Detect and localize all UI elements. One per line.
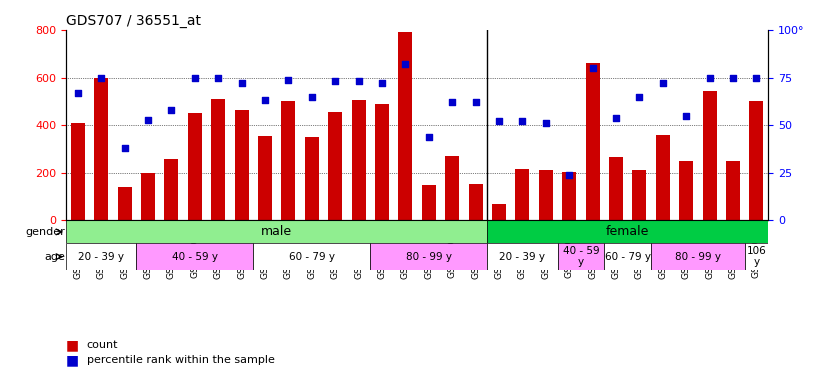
Point [259, 98, 272, 104]
Point [71, 90, 84, 96]
Bar [656, 135, 670, 220]
Bar [328, 112, 342, 220]
Bar [258, 136, 272, 220]
Text: 80 - 99 y: 80 - 99 y [406, 252, 452, 262]
FancyBboxPatch shape [370, 243, 487, 270]
Bar [703, 91, 717, 220]
Point [141, 117, 154, 123]
Point [703, 75, 716, 81]
Point [282, 76, 295, 82]
Bar [164, 159, 178, 220]
Text: gender: gender [25, 227, 65, 237]
Point [446, 99, 459, 105]
Text: GDS707 / 36551_at: GDS707 / 36551_at [66, 13, 201, 28]
Bar [235, 110, 249, 220]
Point [656, 80, 669, 86]
Text: 80 - 99 y: 80 - 99 y [675, 252, 721, 262]
Bar [71, 123, 85, 220]
Point [352, 78, 365, 84]
Point [586, 65, 600, 71]
Point [539, 120, 553, 126]
Text: ■: ■ [66, 338, 79, 352]
FancyBboxPatch shape [651, 243, 745, 270]
Bar [749, 101, 763, 220]
Bar [422, 185, 436, 220]
Bar [282, 101, 296, 220]
Text: male: male [261, 225, 292, 238]
Point [563, 172, 576, 178]
Point [95, 75, 107, 81]
Bar [492, 204, 506, 220]
FancyBboxPatch shape [136, 243, 254, 270]
Point [164, 107, 178, 113]
Bar [94, 78, 108, 220]
Point [469, 99, 482, 105]
FancyBboxPatch shape [745, 243, 768, 270]
Text: percentile rank within the sample: percentile rank within the sample [87, 355, 274, 365]
FancyBboxPatch shape [66, 243, 136, 270]
Text: female: female [606, 225, 649, 238]
Point [680, 113, 693, 119]
Text: 60 - 79 y: 60 - 79 y [605, 252, 651, 262]
Text: 40 - 59
y: 40 - 59 y [563, 246, 600, 267]
Bar [563, 172, 577, 220]
Bar [188, 113, 202, 220]
Point [492, 118, 506, 124]
Point [750, 75, 763, 81]
Point [515, 118, 529, 124]
Bar [586, 63, 600, 220]
Bar [679, 161, 693, 220]
Bar [726, 161, 740, 220]
Bar [515, 169, 529, 220]
Bar [211, 99, 225, 220]
Bar [141, 173, 155, 220]
Bar [117, 187, 131, 220]
Bar [375, 104, 389, 220]
Bar [352, 100, 366, 220]
FancyBboxPatch shape [66, 220, 487, 243]
Bar [305, 137, 319, 220]
Point [610, 115, 623, 121]
Point [633, 94, 646, 100]
Point [422, 134, 435, 140]
Text: 40 - 59 y: 40 - 59 y [172, 252, 218, 262]
Text: 20 - 39 y: 20 - 39 y [500, 252, 545, 262]
Point [211, 75, 225, 81]
Point [329, 78, 342, 84]
FancyBboxPatch shape [254, 243, 370, 270]
Bar [539, 171, 553, 220]
Bar [445, 156, 459, 220]
FancyBboxPatch shape [558, 243, 605, 270]
Point [306, 94, 319, 100]
Point [727, 75, 740, 81]
FancyBboxPatch shape [487, 243, 558, 270]
Text: ■: ■ [66, 353, 79, 367]
Point [375, 80, 389, 86]
Text: 60 - 79 y: 60 - 79 y [289, 252, 335, 262]
Text: count: count [87, 340, 118, 350]
Point [235, 80, 248, 86]
Bar [398, 32, 412, 220]
Bar [468, 184, 482, 220]
FancyBboxPatch shape [487, 220, 768, 243]
FancyBboxPatch shape [605, 243, 651, 270]
Bar [633, 171, 647, 220]
Text: 106
y: 106 y [747, 246, 767, 267]
Point [399, 61, 412, 67]
Bar [609, 158, 623, 220]
Text: age: age [44, 252, 65, 262]
Point [118, 145, 131, 151]
Text: 20 - 39 y: 20 - 39 y [78, 252, 124, 262]
Point [188, 75, 202, 81]
